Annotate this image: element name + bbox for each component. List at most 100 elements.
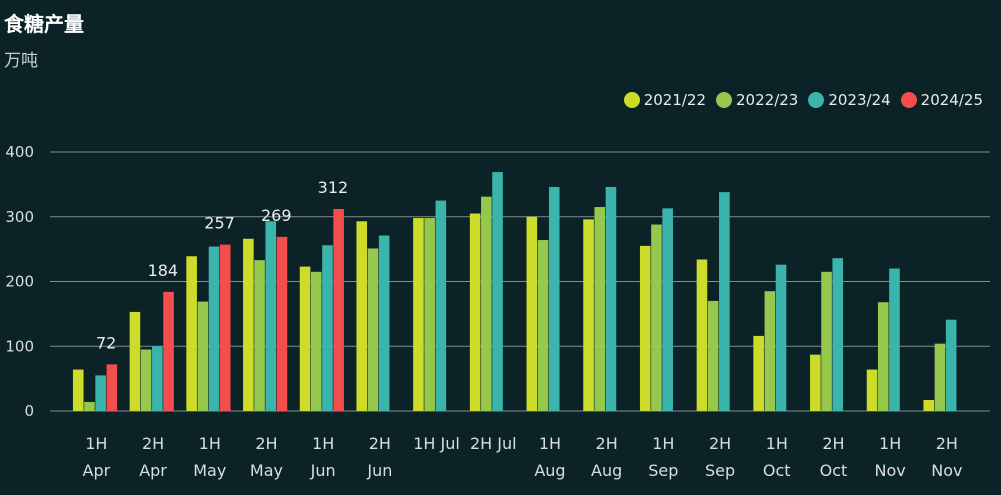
x-tick-label-1-1: Apr (139, 461, 167, 480)
legend-item-2021-22[interactable]: 2021/22 (623, 91, 707, 109)
data-label-0: 72 (96, 333, 116, 352)
bar-2022-23-5: 2022/23: 251 (367, 248, 379, 411)
bar-2023-24-13: 2023/24: 236 (832, 258, 844, 411)
bar-2023-24-6: 2023/24: 325 (435, 200, 447, 411)
bar-2021-22-3: 2021/22: 266 (243, 238, 254, 411)
x-tick-label-4-1: Jun (310, 461, 336, 480)
bar-2022-23-14: 2022/23: 168 (877, 302, 889, 411)
y-tick-label-200: 200 (5, 273, 34, 291)
x-tick-label-9-1: Aug (591, 461, 622, 480)
data-label-2: 257 (204, 214, 235, 233)
x-tick-label-13-0: 2H (822, 434, 844, 453)
chart-legend: 2021/22 2022/23 2023/24 2024/25 (623, 91, 983, 109)
legend-item-2022-23[interactable]: 2022/23 (716, 91, 798, 109)
legend-item-2023-24[interactable]: 2023/24 (808, 91, 891, 109)
bar-2021-22-4: 2021/22: 223 (299, 266, 311, 411)
bar-2022-23-7: 2022/23: 331 (481, 196, 492, 411)
bar-2023-24-11: 2023/24: 338 (719, 192, 730, 411)
bar-2021-22-0: 2021/22: 64 (72, 369, 84, 411)
x-tick-label-8-0: 1H (539, 434, 561, 453)
bar-2021-22-7: 2021/22: 305 (469, 213, 481, 411)
x-tick-label-4-0: 1H (312, 434, 334, 453)
bar-2022-23-12: 2022/23: 185 (764, 291, 776, 411)
x-tick-label-11-1: Sep (705, 461, 735, 480)
bar-2023-24-4: 2023/24: 256 (322, 245, 333, 411)
bar-2024-25-1: 2024/25: 184 (163, 291, 174, 411)
bar-2021-22-1: 2021/22: 153 (129, 311, 141, 411)
bar-2021-22-10: 2021/22: 255 (639, 245, 651, 411)
bar-2023-24-5: 2023/24: 271 (378, 235, 390, 411)
bar-2022-23-6: 2022/23: 298 (424, 218, 435, 411)
bar-2021-22-11: 2021/22: 234 (696, 259, 708, 411)
bar-2023-24-12: 2023/24: 226 (775, 264, 787, 411)
x-tick-label-5-0: 2H (369, 434, 391, 453)
bar-2022-23-11: 2022/23: 170 (707, 300, 719, 411)
x-tick-label-10-1: Sep (648, 461, 678, 480)
bar-2024-25-3: 2024/25: 269 (276, 236, 288, 411)
bar-2022-23-10: 2022/23: 288 (651, 224, 662, 411)
x-tick-label-5-1: Jun (366, 461, 392, 480)
chart-unit-subtitle: 万吨 (4, 51, 38, 71)
x-tick-label-10-0: 1H (652, 434, 674, 453)
legend-label-2024-25: 2024/25 (920, 91, 983, 109)
x-tick-label-3-1: May (250, 461, 283, 480)
legend-swatch-2022-23 (716, 92, 733, 108)
bar-2021-22-12: 2021/22: 116 (753, 335, 764, 411)
x-tick-label-1-0: 2H (142, 434, 164, 453)
bar-2021-22-14: 2021/22: 64 (866, 369, 878, 411)
y-tick-label-300: 300 (5, 208, 34, 226)
bar-2022-23-2: 2022/23: 169 (197, 301, 209, 411)
legend-swatch-2024-25 (900, 92, 917, 108)
bar-2022-23-3: 2022/23: 233 (254, 260, 265, 411)
data-label-1: 184 (148, 261, 179, 280)
bar-2021-22-9: 2021/22: 296 (583, 219, 594, 411)
legend-label-2022-23: 2022/23 (736, 91, 799, 109)
bar-2022-23-8: 2022/23: 264 (537, 240, 549, 411)
data-label-3: 269 (261, 206, 292, 225)
y-tick-label-100: 100 (5, 337, 34, 355)
x-tick-label-2-1: May (193, 461, 226, 480)
x-tick-label-6-0: 1H Jul (413, 434, 460, 453)
bar-2024-25-2: 2024/25: 257 (219, 244, 231, 411)
bar-2022-23-4: 2022/23: 215 (310, 271, 322, 411)
y-tick-label-400: 400 (5, 143, 34, 161)
x-tick-label-2-0: 1H (199, 434, 221, 453)
legend-label-2021-22: 2021/22 (643, 91, 707, 109)
bar-2023-24-14: 2023/24: 220 (889, 268, 900, 411)
bar-2022-23-1: 2022/23: 95 (140, 349, 152, 411)
x-tick-label-11-0: 2H (709, 434, 731, 453)
bar-2023-24-2: 2023/24: 254 (208, 246, 220, 411)
x-tick-label-12-1: Oct (763, 461, 791, 480)
x-tick-label-15-1: Nov (931, 461, 962, 480)
bar-2021-22-8: 2021/22: 300 (526, 216, 538, 411)
bar-2023-24-0: 2023/24: 55 (95, 375, 106, 411)
bar-2024-25-4: 2024/25: 312 (333, 208, 344, 411)
bar-2022-23-13: 2022/23: 215 (821, 271, 832, 411)
bar-2022-23-15: 2022/23: 104 (934, 343, 946, 411)
x-tick-label-8-1: Aug (534, 461, 565, 480)
legend-swatch-2023-24 (808, 92, 825, 108)
bar-2022-23-9: 2022/23: 315 (594, 207, 606, 411)
x-tick-label-0-0: 1H (85, 434, 107, 453)
x-tick-label-12-0: 1H (766, 434, 788, 453)
legend-label-2023-24: 2023/24 (828, 91, 891, 109)
bar-2021-22-6: 2021/22: 298 (413, 218, 424, 411)
x-tick-label-3-0: 2H (255, 434, 277, 453)
bar-2024-25-0: 2024/25: 72 (106, 364, 118, 411)
x-tick-label-7-0: 2H Jul (470, 434, 517, 453)
legend-swatch-2021-22 (623, 92, 640, 108)
legend-item-2024-25[interactable]: 2024/25 (900, 91, 983, 109)
y-tick-label-0: 0 (24, 402, 34, 420)
bar-2023-24-8: 2023/24: 346 (548, 186, 560, 411)
bar-2021-22-5: 2021/22: 293 (356, 221, 368, 411)
bar-2023-24-3: 2023/24: 293 (265, 221, 277, 411)
bar-2023-24-9: 2023/24: 346 (605, 186, 617, 411)
bar-2023-24-7: 2023/24: 369 (492, 172, 503, 411)
bar-2023-24-10: 2023/24: 313 (662, 208, 673, 411)
data-label-4: 312 (318, 178, 349, 197)
bar-2023-24-15: 2023/24: 141 (945, 319, 957, 411)
bar-2023-24-1: 2023/24: 100 (152, 346, 163, 411)
bar-2022-23-0: 2022/23: 14 (84, 401, 95, 411)
x-tick-label-0-1: Apr (83, 461, 111, 480)
bar-2021-22-15: 2021/22: 17 (923, 399, 935, 411)
